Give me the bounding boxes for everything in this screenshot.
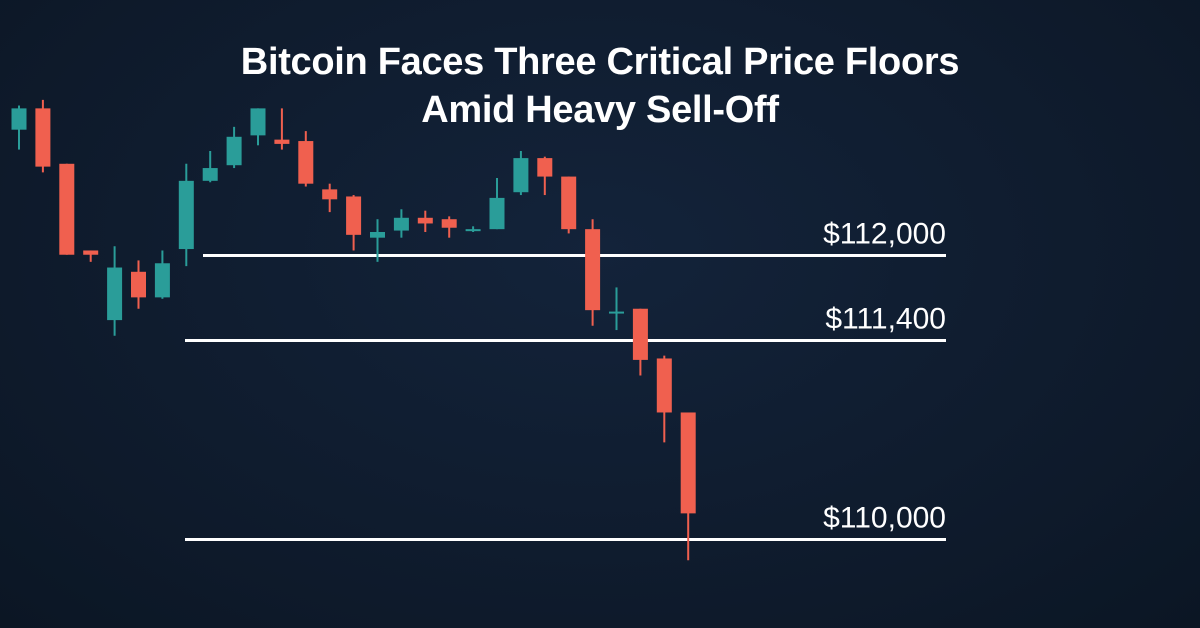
candle-body <box>35 108 51 167</box>
candle-body <box>274 139 290 144</box>
candle <box>298 131 314 187</box>
candle <box>178 163 194 267</box>
candle-body <box>393 217 409 231</box>
candle <box>656 355 672 443</box>
candle <box>417 210 433 232</box>
candle-body <box>131 271 146 298</box>
candle <box>537 156 553 196</box>
candle-body <box>226 136 242 166</box>
price-floor-label: $111,400 <box>825 303 946 336</box>
candle <box>226 126 242 169</box>
chart-title: Bitcoin Faces Three Critical Price Floor… <box>0 38 1200 134</box>
candle-body <box>513 158 529 193</box>
candle <box>441 216 457 238</box>
candle-body <box>632 308 648 360</box>
candle-body <box>537 158 553 177</box>
candle-body <box>250 108 266 136</box>
candle <box>35 99 51 173</box>
candle-body <box>298 141 314 184</box>
candle-body <box>489 197 505 230</box>
candle <box>346 195 362 251</box>
candle <box>83 250 99 262</box>
candle-body <box>107 267 123 321</box>
candle-body <box>178 180 194 250</box>
candle <box>393 209 409 238</box>
candle <box>489 178 505 230</box>
candle <box>680 412 696 561</box>
candle-body <box>83 250 99 255</box>
candle <box>322 183 338 213</box>
candle <box>250 108 266 146</box>
candle <box>465 226 481 232</box>
candle <box>202 151 218 183</box>
candle-body <box>561 176 577 230</box>
candle-body <box>370 232 385 238</box>
price-floor-label: $110,000 <box>823 502 946 535</box>
chart-title-line-2: Amid Heavy Sell-Off <box>421 89 779 131</box>
candle-body <box>59 163 75 255</box>
candle-body <box>346 196 362 235</box>
candle <box>154 250 170 299</box>
candle-body <box>417 217 433 224</box>
candle-body <box>11 108 27 130</box>
candle-body <box>585 229 601 311</box>
price-floor-label: $112,000 <box>823 218 946 251</box>
candle-body <box>656 358 672 413</box>
candle-body <box>322 189 338 200</box>
candle <box>585 219 601 326</box>
candle-body <box>680 412 696 514</box>
candle <box>11 105 27 150</box>
candle-body <box>154 263 170 298</box>
candle <box>609 287 624 331</box>
candle <box>274 108 290 150</box>
candle <box>107 246 123 336</box>
candle <box>632 308 648 376</box>
candle-body <box>609 311 624 314</box>
candle <box>513 151 529 196</box>
candle <box>131 260 146 309</box>
candle-body <box>465 229 481 232</box>
candle <box>370 219 385 262</box>
candle-body <box>202 168 218 181</box>
candle-body <box>441 219 457 228</box>
chart-title-line-1: Bitcoin Faces Three Critical Price Floor… <box>240 41 960 83</box>
candle <box>59 163 75 255</box>
candle <box>561 176 577 234</box>
